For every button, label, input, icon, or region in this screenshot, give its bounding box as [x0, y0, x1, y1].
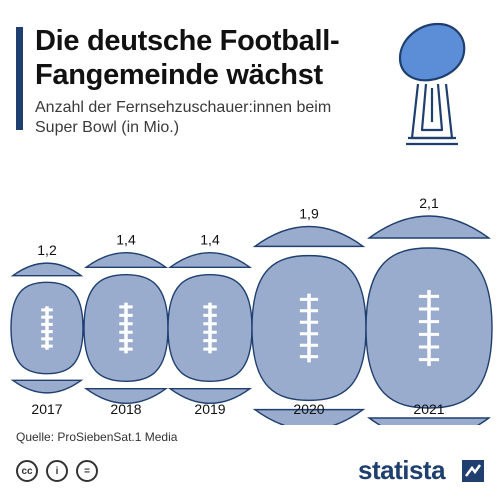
attribution-icon[interactable]: i [46, 460, 68, 482]
value-label-2020: 1,9 [299, 205, 319, 221]
source-note: Quelle: ProSiebenSat.1 Media [16, 430, 178, 444]
page-title: Die deutsche Football-Fangemeinde wächst [35, 25, 340, 91]
no-derivatives-icon[interactable]: = [76, 460, 98, 482]
value-label-2019: 1,4 [200, 232, 220, 248]
football-top-tip [367, 215, 491, 239]
football-bottom-tip [367, 417, 491, 425]
value-label-2021: 2,1 [419, 195, 439, 211]
football-bar-2017: 1,2 2017 [10, 242, 84, 417]
football-bottom-tip [10, 379, 84, 394]
accent-bar [16, 27, 23, 130]
page-subtitle: Anzahl der Fernsehzuschauer:innen beim S… [35, 99, 332, 136]
category-label-2020: 2020 [293, 401, 324, 417]
football-bottom-tip [83, 387, 169, 405]
cc-icon[interactable]: cc [16, 460, 38, 482]
football-top-tip [10, 262, 84, 277]
chart: 1,2 2017 1,4 2018 1,4 2019 1,9 2020 2,1 2021 [10, 195, 493, 425]
football-bar-2019: 1,4 2019 [167, 232, 253, 417]
brand-mark-icon [462, 460, 484, 482]
football-bottom-tip [252, 408, 366, 425]
value-label-2017: 1,2 [37, 242, 57, 258]
football-top-tip [83, 251, 169, 269]
category-label-2019: 2019 [194, 401, 225, 417]
football-bar-2021: 2,1 2021 [365, 195, 493, 425]
license-icons: cc i = [16, 460, 98, 482]
football-bottom-tip [167, 387, 253, 405]
football-top-tip [252, 225, 366, 248]
category-label-2017: 2017 [31, 401, 62, 417]
football-top-tip [167, 251, 253, 269]
brand-logo[interactable]: statista [358, 455, 446, 485]
value-label-2018: 1,4 [116, 232, 136, 248]
category-label-2021: 2021 [413, 401, 444, 417]
trophy-icon [398, 22, 466, 146]
category-label-2018: 2018 [110, 401, 141, 417]
football-bar-2018: 1,4 2018 [83, 232, 169, 417]
football-bar-2020: 1,9 2020 [251, 205, 367, 425]
